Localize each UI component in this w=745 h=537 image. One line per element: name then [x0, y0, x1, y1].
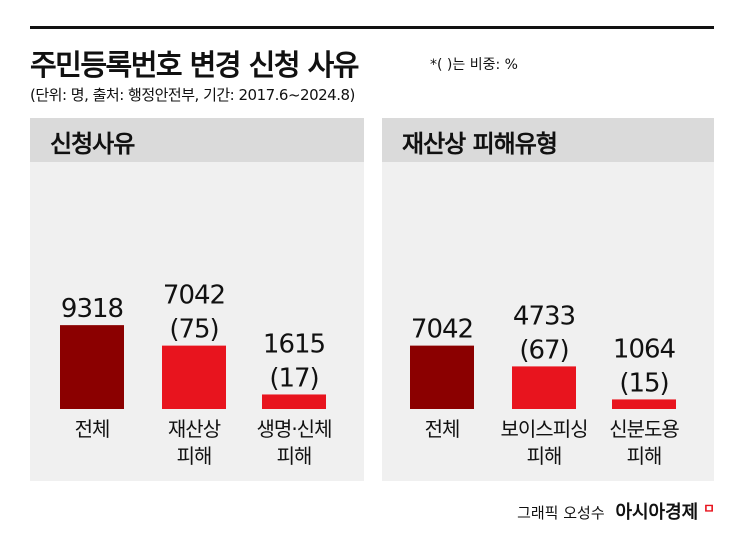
data-label-share: (17)	[269, 363, 318, 393]
panel-title: 재산상 피해유형	[402, 130, 558, 158]
bar	[162, 345, 226, 409]
category-label: 보이스피싱	[501, 417, 588, 441]
data-label-value: 1615	[263, 329, 325, 359]
data-label-share: (75)	[169, 315, 218, 345]
category-label: 재산상	[168, 417, 221, 441]
data-label-share: (15)	[619, 368, 668, 398]
data-label-value: 1064	[613, 334, 676, 364]
bar	[410, 345, 474, 409]
category-label: 피해	[527, 444, 562, 468]
data-label-value: 9318	[61, 294, 123, 324]
category-label: 전체	[75, 417, 110, 441]
bar	[612, 399, 676, 409]
category-label: 신분도용	[609, 417, 679, 441]
category-label: 생명·신체	[257, 417, 332, 441]
chart-subtitle: (단위: 명, 출처: 행정안전부, 기간: 2017.6~2024.8)	[30, 86, 355, 104]
brand-mark-icon: ㅁ	[703, 502, 715, 517]
data-label-value: 7042	[411, 315, 473, 345]
category-label: 피해	[627, 444, 662, 468]
credit-byline: 그래픽 오성수	[517, 504, 605, 522]
chart-title: 주민등록번호 변경 신청 사유	[30, 48, 359, 82]
panel-header: 신청사유	[30, 118, 364, 162]
category-label: 피해	[277, 444, 312, 468]
share-note: *( )는 비중: %	[430, 57, 518, 73]
panel-header: 재산상 피해유형	[382, 118, 714, 162]
panel-title: 신청사유	[50, 130, 135, 158]
data-label-share: (67)	[519, 335, 568, 365]
top-rule	[30, 26, 714, 29]
brand-logo: 아시아경제	[615, 502, 699, 523]
category-label: 전체	[425, 417, 460, 441]
data-label-value: 7042	[163, 281, 225, 311]
category-label: 피해	[177, 444, 212, 468]
bar	[262, 394, 326, 409]
credit: 그래픽 오성수 아시아경제 ㅁ	[517, 498, 715, 524]
data-label-value: 4733	[513, 301, 575, 331]
bar	[512, 366, 576, 409]
bar	[60, 325, 124, 409]
